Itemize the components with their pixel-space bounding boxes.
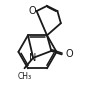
Text: O: O — [65, 49, 73, 59]
Text: CH₃: CH₃ — [17, 72, 32, 81]
Text: N: N — [29, 53, 36, 63]
Text: O: O — [29, 6, 37, 16]
